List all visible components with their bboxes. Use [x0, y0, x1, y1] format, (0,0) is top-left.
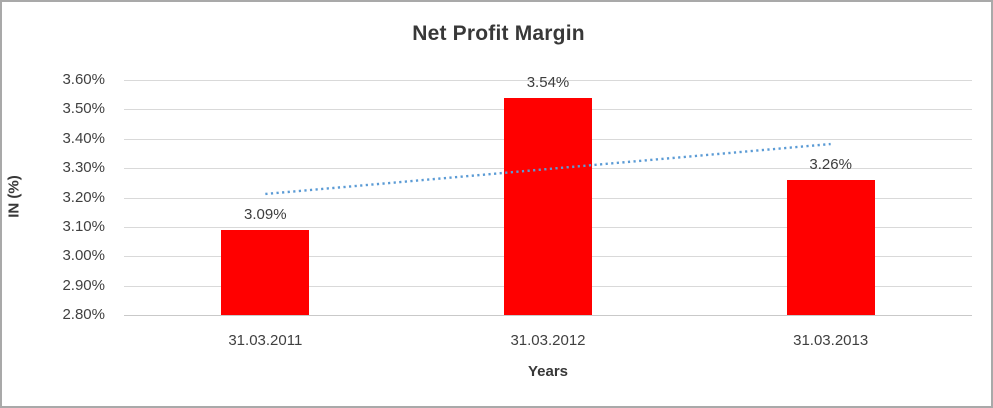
y-tick-label: 3.00%: [62, 247, 105, 265]
gridline: [124, 315, 972, 316]
y-tick-label: 3.30%: [62, 159, 105, 177]
x-tick-label: 31.03.2013: [793, 332, 869, 349]
bar-31.03.2011: [221, 229, 310, 315]
trendline-path: [265, 142, 831, 196]
trendline: [265, 142, 831, 196]
bar-value-label: 3.09%: [244, 205, 287, 223]
y-tick-label: 3.50%: [62, 100, 105, 118]
x-axis-title: Years: [527, 363, 569, 380]
bar-31.03.2012: [504, 97, 592, 315]
gridline: [124, 80, 972, 81]
y-axis-title: IN (%): [5, 175, 23, 218]
bar-31.03.2013: [786, 179, 875, 315]
x-tick-label: 31.03.2011: [228, 332, 303, 349]
y-tick-label: 3.10%: [62, 217, 105, 235]
chart-title: Net Profit Margin: [412, 22, 585, 45]
x-tick-label: 31.03.2012: [510, 332, 586, 349]
plot-area: 3.09% 3.54% 3.26%: [124, 74, 972, 316]
bar-value-label: 3.26%: [809, 155, 852, 173]
y-tick-label: 2.80%: [62, 306, 105, 323]
y-tick-label: 3.40%: [62, 129, 105, 147]
y-tick-label: 3.60%: [62, 71, 105, 88]
y-tick-label: 3.20%: [62, 188, 105, 206]
y-tick-label: 2.90%: [62, 276, 105, 294]
bar-value-label: 3.54%: [526, 73, 570, 91]
